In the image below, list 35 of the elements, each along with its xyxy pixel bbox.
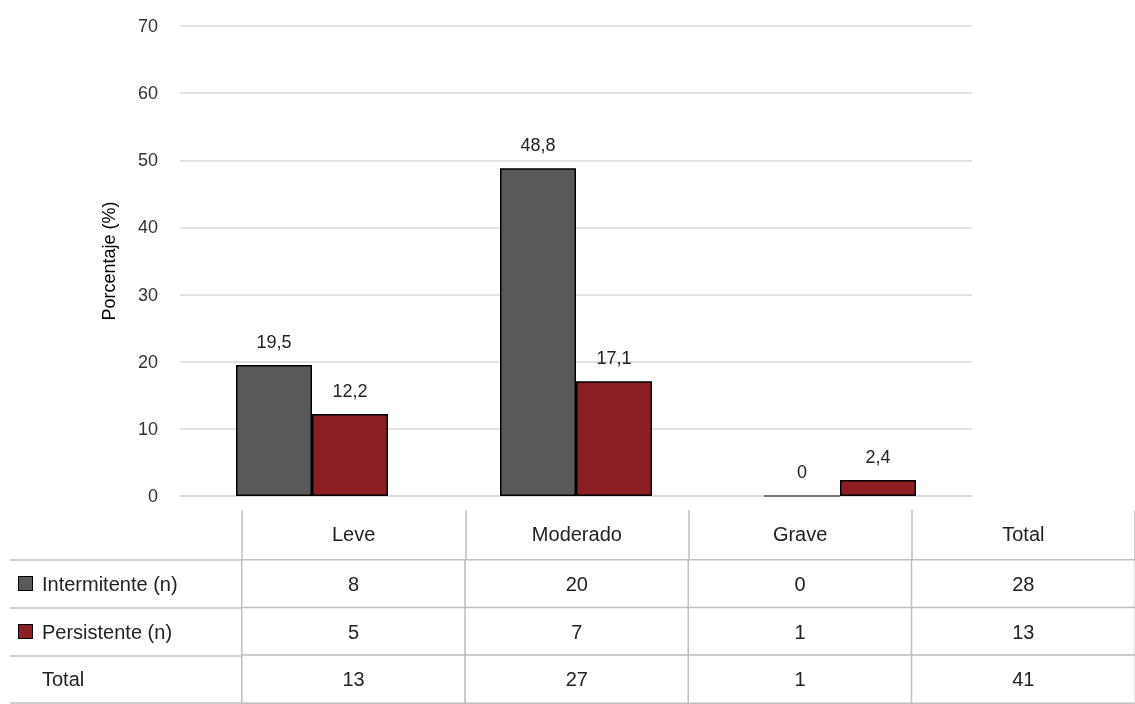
x-tick-label: Leve xyxy=(331,523,376,545)
y-tick-label: Persistente (n) xyxy=(42,620,173,643)
y-tick-label: 10 xyxy=(137,418,158,439)
data-label: 13 xyxy=(1012,620,1035,643)
data-label: 20 xyxy=(565,572,588,595)
data-label: 1 xyxy=(794,668,806,691)
data-label: 0 xyxy=(794,572,806,595)
data-label: 13 xyxy=(342,668,365,691)
data-label: 7 xyxy=(571,620,583,643)
x-tick-label: Grave xyxy=(772,523,828,545)
y-tick-label: 60 xyxy=(137,83,158,104)
data-label: 0 xyxy=(796,462,808,483)
y-tick-label: 40 xyxy=(137,217,158,238)
data-label: 2,4 xyxy=(865,446,891,467)
y-tick-label: 0 xyxy=(147,486,158,506)
data-label: 27 xyxy=(565,668,588,691)
data-label: 1 xyxy=(794,620,806,643)
data-label: 28 xyxy=(1012,572,1035,595)
y-tick-label: Intermitente (n) xyxy=(42,572,178,595)
y-tick-label: 50 xyxy=(137,150,158,171)
data-label: 17,1 xyxy=(596,348,632,369)
y-tick-label: 30 xyxy=(137,284,158,305)
x-tick-label: Total xyxy=(1002,523,1045,545)
y-tick-label: Total xyxy=(42,668,85,691)
data-label: 19,5 xyxy=(256,332,292,353)
data-label: 5 xyxy=(348,620,360,643)
data-label: 12,2 xyxy=(332,381,368,402)
y-tick-label: 20 xyxy=(137,351,158,372)
x-tick-label: Moderado xyxy=(531,523,622,545)
bar xyxy=(840,479,916,496)
data-label: 48,8 xyxy=(520,135,556,156)
data-label: 41 xyxy=(1012,668,1035,691)
data-label: 8 xyxy=(348,572,360,595)
y-axis-title: Porcentaje (%) xyxy=(99,201,119,321)
y-tick-label: 70 xyxy=(137,16,158,36)
